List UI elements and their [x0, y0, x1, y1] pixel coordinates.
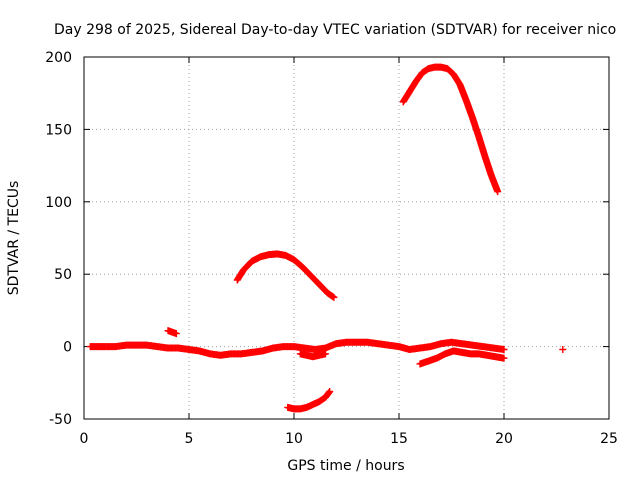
data-point: [330, 293, 338, 301]
series-arc-3: [284, 387, 334, 413]
series-baseline: [86, 338, 508, 359]
y-tick-label: 0: [63, 340, 72, 356]
plot-frame: [83, 56, 610, 420]
data-point: [500, 354, 508, 362]
x-axis-label: GPS time / hours: [287, 458, 404, 474]
y-tick-label: 200: [45, 50, 72, 66]
x-tick-label: 25: [600, 431, 618, 447]
data-point: [559, 345, 567, 353]
x-tick-label: 5: [185, 431, 194, 447]
data-marks: [86, 63, 567, 413]
data-point: [500, 345, 508, 353]
y-tick-label: -50: [49, 412, 72, 428]
y-tick-label: 150: [45, 122, 72, 138]
grid: [84, 57, 609, 419]
chart-title: Day 298 of 2025, Sidereal Day-to-day VTE…: [54, 22, 616, 38]
x-tick-label: 10: [285, 431, 303, 447]
series-segment-10-11.5h: [296, 350, 329, 361]
data-point: [494, 188, 502, 196]
data-point: [172, 330, 180, 338]
data-point: [322, 350, 329, 358]
series-arc-1: [233, 250, 338, 301]
series-segment-4h: [164, 327, 180, 338]
x-tick-label: 20: [495, 431, 513, 447]
y-tick-label: 100: [45, 195, 72, 211]
ticks: 0 5 10 15 20 25 -50 0 50 100 150 200: [45, 50, 618, 447]
x-tick-label: 15: [390, 431, 408, 447]
series-segment-16-20h: [416, 347, 508, 368]
x-tick-label: 0: [80, 431, 89, 447]
y-tick-label: 50: [54, 267, 72, 283]
data-point: [326, 387, 334, 395]
series-isolated: [559, 345, 567, 353]
y-axis-label: SDTVAR / TECUs: [6, 181, 22, 296]
series-arc-2: [399, 63, 502, 196]
